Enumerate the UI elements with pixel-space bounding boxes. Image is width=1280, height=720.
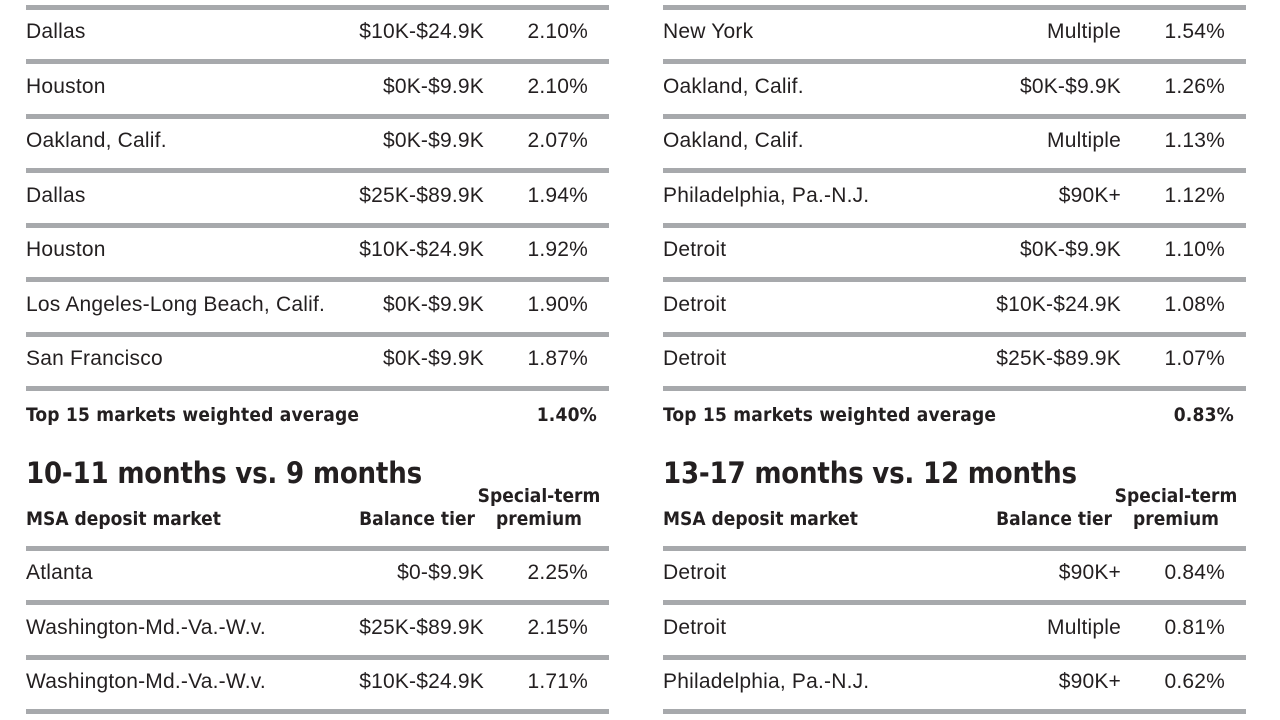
premium-cell: 1.12% [1164,184,1225,207]
market-cell: Oakland, Calif. [663,75,804,98]
row-divider [26,600,609,605]
tier-cell: $0-$9.9K [397,561,484,584]
market-cell: Detroit [663,238,727,261]
market-header: MSA deposit market [26,508,221,530]
row-divider [663,332,1246,337]
tier-cell: $0K-$9.9K [1019,75,1121,98]
premium-cell: 1.54% [1164,20,1225,43]
tier-cell: $0K-$9.9K [382,129,484,152]
market-cell: Philadelphia, Pa.-N.J. [663,184,870,207]
tier-header: Balance tier [359,508,475,530]
premium-cell: 1.10% [1164,238,1225,261]
tier-cell: $10K-$24.9K [359,238,484,261]
row-divider [26,223,609,228]
section-title: 13-17 months vs. 12 months [663,456,1077,490]
premium-cell: 0.84% [1164,561,1225,584]
premium-cell: 1.71% [527,670,588,693]
tier-cell: Multiple [1047,616,1121,639]
row-divider [26,114,609,119]
tier-cell: $25K-$89.9K [359,184,484,207]
row-divider [663,223,1246,228]
tier-cell: $10K-$24.9K [359,670,484,693]
row-divider [26,655,609,660]
row-divider [663,600,1246,605]
tier-cell: $10K-$24.9K [359,20,484,43]
tier-cell: $90K+ [1058,670,1121,693]
premium-header-line1: Special-term [1114,485,1238,507]
tier-cell: $0K-$9.9K [382,75,484,98]
premium-cell: 2.15% [527,616,588,639]
premium-cell: 0.81% [1164,616,1225,639]
market-cell: Atlanta [26,561,93,584]
tier-cell: $25K-$89.9K [996,347,1121,370]
average-value: 0.83% [1173,404,1234,426]
tier-cell: Multiple [1047,20,1121,43]
premium-cell: 2.10% [527,20,588,43]
row-divider [26,168,609,173]
premium-cell: 2.10% [527,75,588,98]
row-divider [663,709,1246,714]
premium-cell: 2.25% [527,561,588,584]
tier-cell: $0K-$9.9K [1019,238,1121,261]
market-cell: Detroit [663,293,727,316]
premium-cell: 1.26% [1164,75,1225,98]
premium-cell: 1.08% [1164,293,1225,316]
market-header: MSA deposit market [663,508,858,530]
market-cell: Oakland, Calif. [663,129,804,152]
market-cell: San Francisco [26,347,163,370]
market-cell: Dallas [26,20,86,43]
market-cell: Detroit [663,616,727,639]
market-cell: Detroit [663,561,727,584]
market-cell: Dallas [26,184,86,207]
premium-cell: 2.07% [527,129,588,152]
row-divider [663,546,1246,551]
row-divider [663,655,1246,660]
average-label: Top 15 markets weighted average [663,404,997,426]
row-divider [663,59,1246,64]
premium-header-line1: Special-term [477,485,601,507]
market-cell: Philadelphia, Pa.-N.J. [663,670,870,693]
row-divider [26,277,609,282]
premium-cell: 1.94% [527,184,588,207]
tier-cell: $90K+ [1058,184,1121,207]
row-divider [26,332,609,337]
market-cell: Los Angeles-Long Beach, Calif. [26,293,326,316]
row-divider [663,386,1246,391]
premium-header-line2: premium [496,508,582,530]
market-cell: Washington-Md.-Va.-W.v. [26,616,266,639]
row-divider [663,277,1246,282]
average-label: Top 15 markets weighted average [26,404,360,426]
row-divider [663,114,1246,119]
row-divider [663,168,1246,173]
premium-cell: 1.13% [1164,129,1225,152]
row-divider [26,59,609,64]
premium-cell: 0.62% [1164,670,1225,693]
row-divider [26,709,609,714]
tier-cell: $25K-$89.9K [359,616,484,639]
tier-cell: Multiple [1047,129,1121,152]
market-cell: Detroit [663,347,727,370]
premium-cell: 1.07% [1164,347,1225,370]
tier-header: Balance tier [996,508,1112,530]
tier-cell: $0K-$9.9K [382,293,484,316]
premium-cell: 1.90% [527,293,588,316]
tier-cell: $0K-$9.9K [382,347,484,370]
average-value: 1.40% [536,404,597,426]
market-cell: Houston [26,238,106,261]
market-cell: Houston [26,75,106,98]
row-divider [26,386,609,391]
market-cell: Oakland, Calif. [26,129,167,152]
row-divider [26,5,609,10]
premium-cell: 1.87% [527,347,588,370]
market-cell: Washington-Md.-Va.-W.v. [26,670,266,693]
tier-cell: $10K-$24.9K [996,293,1121,316]
row-divider [26,546,609,551]
market-cell: New York [663,20,754,43]
row-divider [663,5,1246,10]
section-title: 10-11 months vs. 9 months [26,456,422,490]
tier-cell: $90K+ [1058,561,1121,584]
premium-header-line2: premium [1133,508,1219,530]
premium-cell: 1.92% [527,238,588,261]
